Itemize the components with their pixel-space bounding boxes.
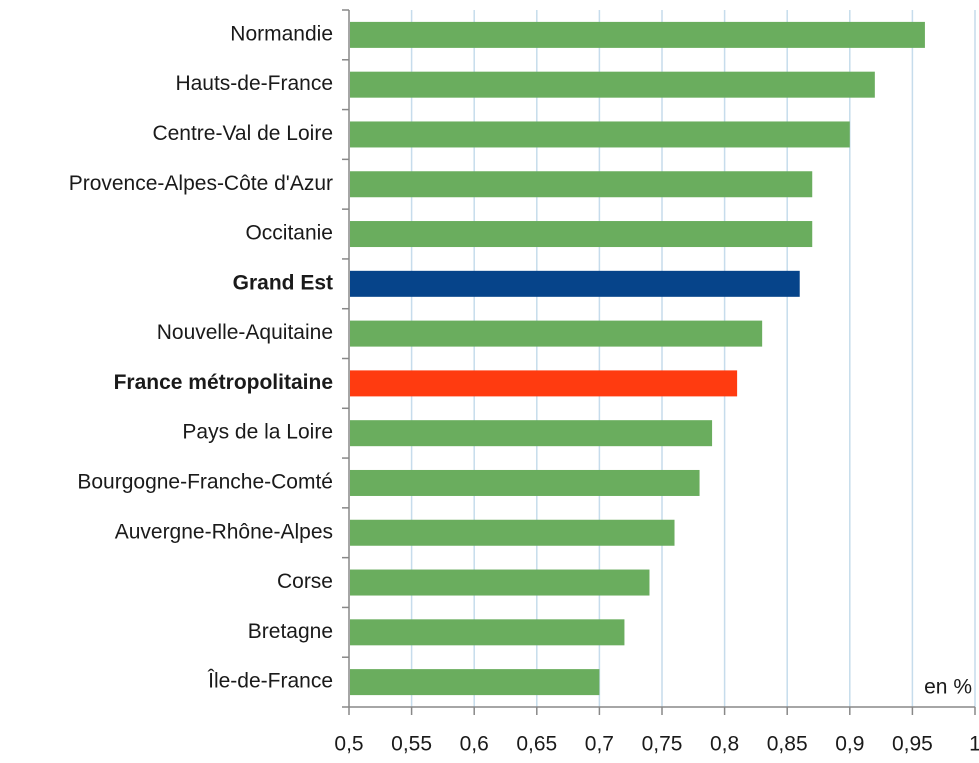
bar <box>350 370 738 397</box>
y-tick-label: Provence-Alpes-Côte d'Azur <box>69 172 333 195</box>
y-tick-label: Pays de la Loire <box>182 421 333 444</box>
x-tick-label: 0,95 <box>892 733 933 756</box>
bar <box>350 569 650 596</box>
y-tick-label: Île-de-France <box>207 670 333 693</box>
x-tick-label: 0,55 <box>391 733 432 756</box>
x-tick-label: 0,65 <box>516 733 557 756</box>
y-tick-label: Auvergne-Rhône-Alpes <box>115 520 333 543</box>
y-tick-label: Corse <box>277 570 333 593</box>
bar <box>350 469 700 496</box>
bar <box>350 320 763 347</box>
y-tick-label: Centre-Val de Loire <box>152 122 333 145</box>
bar <box>350 519 675 546</box>
x-tick-label: 0,9 <box>835 733 864 756</box>
x-tick-label: 0,75 <box>642 733 683 756</box>
x-tick-label: 0,5 <box>334 733 363 756</box>
x-tick-label: 0,7 <box>585 733 614 756</box>
bar <box>350 171 813 198</box>
y-tick-label: Occitanie <box>245 222 333 245</box>
bar <box>350 270 800 297</box>
x-tick-label: 1 <box>969 733 979 756</box>
bar <box>350 71 875 98</box>
bar <box>350 221 813 248</box>
y-tick-label: Hauts-de-France <box>175 72 333 95</box>
y-tick-label: Bretagne <box>248 620 333 643</box>
y-tick-label: France métropolitaine <box>114 371 333 394</box>
y-tick-label: Normandie <box>230 22 333 45</box>
x-tick-label: 0,8 <box>710 733 739 756</box>
x-tick-label: 0,6 <box>460 733 489 756</box>
x-tick-label: 0,85 <box>767 733 808 756</box>
y-tick-label: Nouvelle-Aquitaine <box>157 321 333 344</box>
unit-annotation: en % <box>924 676 972 699</box>
bar <box>350 21 925 48</box>
y-tick-label: Grand Est <box>233 271 333 294</box>
bar <box>350 619 625 646</box>
bar <box>350 121 850 148</box>
bar <box>350 420 713 447</box>
y-tick-label: Bourgogne-Franche-Comté <box>77 471 333 494</box>
bar <box>350 669 600 696</box>
